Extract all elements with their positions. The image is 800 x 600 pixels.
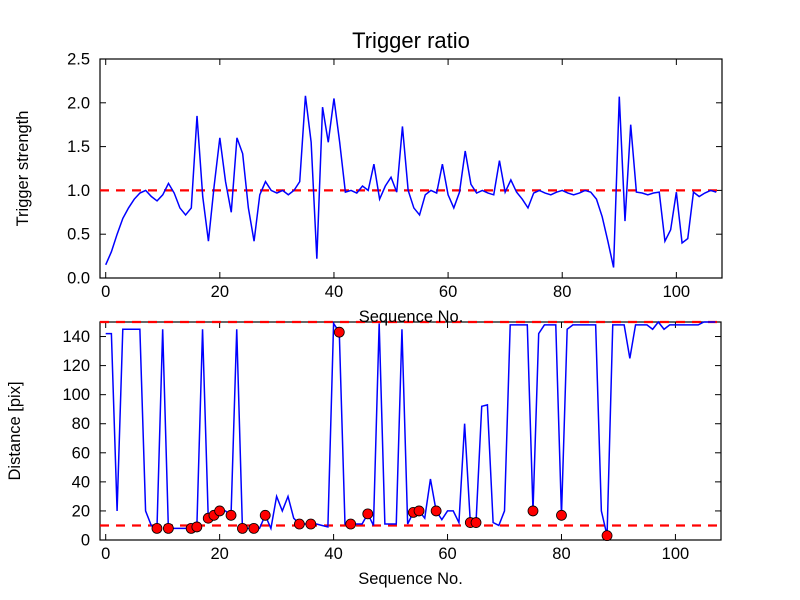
svg-text:100: 100: [663, 283, 691, 301]
svg-text:40: 40: [324, 545, 342, 563]
svg-text:140: 140: [62, 328, 90, 346]
svg-text:0: 0: [101, 545, 110, 563]
svg-text:60: 60: [438, 545, 456, 563]
svg-text:Sequence No.: Sequence No.: [358, 570, 463, 588]
svg-text:100: 100: [662, 545, 690, 563]
svg-text:0: 0: [101, 283, 110, 301]
svg-text:Sequence No.: Sequence No.: [359, 308, 464, 326]
svg-text:80: 80: [552, 545, 570, 563]
svg-text:2.5: 2.5: [67, 51, 90, 69]
svg-text:40: 40: [72, 473, 90, 491]
svg-text:1.0: 1.0: [67, 182, 90, 200]
svg-text:60: 60: [72, 444, 90, 462]
svg-text:20: 20: [210, 545, 228, 563]
svg-text:20: 20: [72, 502, 90, 520]
svg-text:80: 80: [553, 283, 571, 301]
svg-text:Trigger strength: Trigger strength: [14, 111, 32, 227]
svg-text:0: 0: [81, 532, 90, 550]
svg-text:80: 80: [72, 415, 90, 433]
svg-text:Distance [pix]: Distance [pix]: [6, 381, 24, 480]
svg-text:1.5: 1.5: [67, 138, 90, 156]
svg-text:20: 20: [211, 283, 229, 301]
svg-text:40: 40: [325, 283, 343, 301]
svg-text:0.0: 0.0: [67, 270, 90, 288]
svg-text:120: 120: [62, 357, 90, 375]
svg-text:2.0: 2.0: [67, 94, 90, 112]
svg-text:100: 100: [62, 386, 90, 404]
svg-text:0.5: 0.5: [67, 226, 90, 244]
svg-text:Trigger ratio: Trigger ratio: [352, 28, 470, 53]
svg-text:60: 60: [439, 283, 457, 301]
